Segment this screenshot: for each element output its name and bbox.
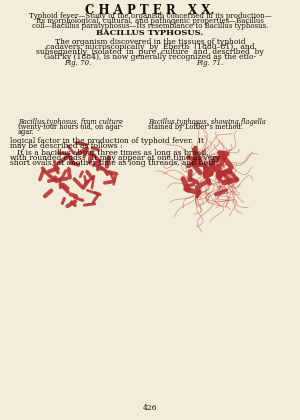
Text: Bacillus typhosus, from culture: Bacillus typhosus, from culture bbox=[18, 118, 123, 126]
Text: Bacillus typhosus, showing flagella: Bacillus typhosus, showing flagella bbox=[148, 118, 266, 126]
Text: stained by Löffler’s method.: stained by Löffler’s method. bbox=[148, 123, 243, 131]
Text: 426: 426 bbox=[143, 404, 157, 412]
Text: It is a bacillus about three times as long as broad,: It is a bacillus about three times as lo… bbox=[10, 149, 208, 157]
Text: Fig. 71.: Fig. 71. bbox=[196, 59, 224, 67]
Text: Fig. 70.: Fig. 70. bbox=[64, 59, 92, 67]
Text: Typhoid fever—Study of the organism concerned in its production—: Typhoid fever—Study of the organism conc… bbox=[28, 12, 272, 20]
Text: C H A P T E R   X X.: C H A P T E R X X. bbox=[85, 4, 215, 17]
Text: cadavers  microscopically  by  Eberth  (1880–81),  and: cadavers microscopically by Eberth (1880… bbox=[46, 43, 254, 51]
Text: agar.: agar. bbox=[18, 128, 35, 136]
Text: subsequently  isolated  in  pure  culture  and  described  by: subsequently isolated in pure culture an… bbox=[36, 48, 264, 56]
Text: logical factor in the production of typhoid fever.  It: logical factor in the production of typh… bbox=[10, 137, 204, 145]
Text: may be described as follows :: may be described as follows : bbox=[10, 142, 123, 150]
Text: Its morphological, cultural, and pathogenic properties—Bacillus: Its morphological, cultural, and pathoge… bbox=[36, 17, 264, 25]
Text: short ovals, at another time as long threads, and both: short ovals, at another time as long thr… bbox=[10, 159, 216, 167]
Text: with rounded ends.   It may appear at one time as very: with rounded ends. It may appear at one … bbox=[10, 154, 220, 162]
Text: coli—Bacillus paratyphosus—Its resemblance to Bacillus typhosus.: coli—Bacillus paratyphosus—Its resemblan… bbox=[32, 22, 268, 30]
Text: The organism discovered in the tissues of typhoid: The organism discovered in the tissues o… bbox=[55, 38, 245, 46]
Text: Gaffʿky (1884), is now generally recognized as the etio-: Gaffʿky (1884), is now generally recogni… bbox=[44, 53, 256, 61]
Text: BACILLUS TYPHOSUS.: BACILLUS TYPHOSUS. bbox=[96, 29, 204, 37]
Text: twenty-four hours old, on agar-: twenty-four hours old, on agar- bbox=[18, 123, 123, 131]
